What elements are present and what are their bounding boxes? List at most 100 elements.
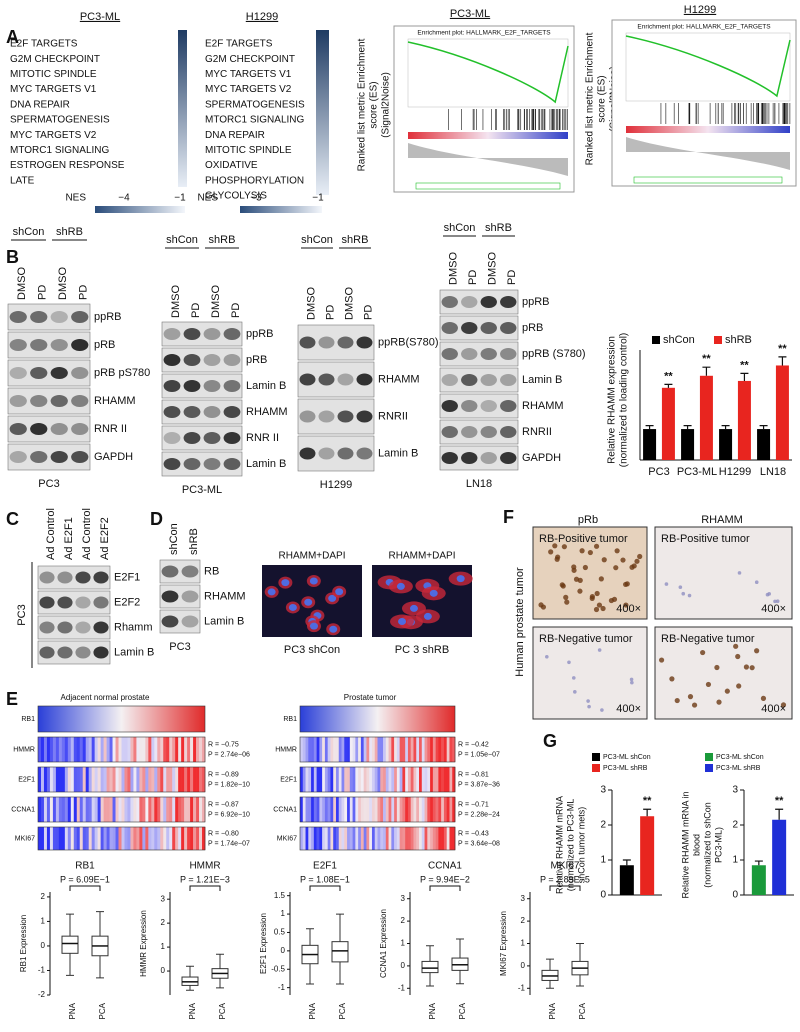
heatmap-cell — [82, 767, 87, 792]
heatmap-cell — [79, 767, 84, 792]
band-label: Rhamm — [114, 621, 153, 633]
heatmap-cell — [97, 767, 101, 792]
band-label: RNR II — [94, 423, 127, 435]
correlation: R = −0.87 — [208, 801, 239, 808]
gsea-ylabel: (Signal2Noise) — [381, 72, 392, 138]
x-tick-label: PCA — [458, 1002, 467, 1019]
heatmap-cell — [338, 827, 342, 850]
heatmap-cell — [97, 737, 101, 762]
heatmap-cell — [130, 767, 134, 792]
stained-nucleus — [691, 702, 698, 708]
blot-band — [299, 447, 316, 460]
stained-nucleus — [594, 590, 600, 597]
heatmap-cell — [366, 797, 370, 822]
y-axis-label: (normalized to PC3-ML — [565, 799, 575, 892]
heatmap-cell — [166, 797, 170, 822]
y-axis-label: PC3-ML) — [713, 827, 723, 863]
heatmap-cell — [366, 827, 370, 850]
heatmap-cell — [85, 737, 89, 762]
correlation: R = −0.81 — [458, 771, 489, 778]
bar — [661, 387, 675, 460]
gene-set: E2F TARGETS — [205, 39, 273, 50]
blot-band — [183, 406, 201, 418]
heatmap-cell — [319, 827, 323, 850]
stained-nucleus — [624, 581, 630, 587]
gene-set: MTORC1 SIGNALING — [10, 145, 109, 156]
p-value: P = 1.82e−10 — [208, 781, 250, 788]
gsea-rank-bar — [408, 132, 568, 139]
heatmap-cell — [385, 767, 389, 792]
stained-nucleus — [579, 548, 585, 554]
legend-label: shCon — [663, 334, 695, 346]
significance-label: ** — [778, 343, 787, 355]
heatmap-cell — [374, 827, 378, 850]
x-tick-label: PC3 — [648, 466, 669, 478]
bar — [699, 375, 713, 460]
heatmap-cell — [190, 767, 194, 792]
heatmap-cell — [369, 767, 373, 792]
panel-label: F — [503, 507, 514, 527]
blot-band — [356, 336, 373, 349]
group-label: shCon — [13, 226, 45, 238]
heatmap-cell — [88, 737, 92, 762]
heatmap-cell — [452, 827, 456, 850]
heatmap-cell — [452, 797, 456, 822]
heatmap-cell — [311, 737, 315, 762]
nucleus — [456, 575, 465, 583]
heatmap-cell — [360, 737, 364, 762]
blot-band — [9, 339, 27, 351]
heatmap-cell — [91, 737, 95, 762]
group-label: shRB — [485, 222, 512, 234]
boxplot-title: HMMR — [189, 861, 220, 872]
blot-band — [9, 311, 27, 323]
blot-band — [9, 451, 27, 463]
p-value: P = 6.09E−1 — [60, 874, 110, 884]
heatmap-cell — [333, 737, 337, 762]
heatmap-cell — [363, 767, 367, 792]
blot-band — [203, 406, 221, 418]
band-label: Lamin B — [378, 447, 418, 459]
heatmap-cell — [184, 737, 188, 762]
lane-label: PD — [362, 305, 374, 320]
panel-label: D — [150, 509, 163, 529]
y-axis-label: MKI67 Expression — [499, 911, 508, 976]
heatmap-cell — [427, 797, 431, 822]
heatmap-cell — [330, 797, 334, 822]
stained-nucleus — [749, 665, 755, 671]
lane-label: Ad E2F2 — [99, 517, 111, 560]
box — [331, 941, 349, 963]
heatmap-cell — [136, 767, 140, 792]
heatmap-cell — [154, 797, 158, 822]
heatmap-cell — [430, 797, 434, 822]
x-tick-label: PNA — [68, 1002, 77, 1019]
y-tick-label: 1 — [161, 942, 166, 951]
heatmap-cell — [435, 767, 439, 792]
heatmap-cell — [391, 767, 395, 792]
nucleus — [396, 582, 405, 590]
heatmap-cell — [199, 767, 203, 792]
heatmap-cell — [157, 827, 161, 850]
gene-label: CCNA1 — [11, 806, 35, 813]
y-tick-label: -1 — [398, 983, 406, 992]
ihc-image — [654, 626, 793, 720]
blot-band — [461, 322, 478, 334]
heatmap-cell — [118, 737, 122, 762]
lane-label: DMSO — [57, 267, 69, 300]
heatmap-cell — [407, 797, 412, 822]
heatmap-cell — [438, 797, 442, 822]
lane-label: PD — [190, 303, 202, 318]
heatmap-cell — [181, 737, 185, 762]
nucleus — [409, 604, 418, 612]
blot-band — [163, 406, 181, 418]
blot-band — [461, 426, 478, 438]
y-tick-label: 0 — [732, 890, 738, 901]
band-label: GAPDH — [94, 451, 133, 463]
heatmap-cell — [421, 797, 425, 822]
heatmap-cell — [366, 737, 370, 762]
heatmap-cell — [160, 767, 164, 792]
heatmap-cell — [333, 827, 337, 850]
heatmap-cell — [124, 737, 128, 762]
gsea-ylabel: score (ES) — [369, 81, 380, 128]
stained-nucleus — [545, 654, 549, 659]
heatmap-cell — [432, 827, 436, 850]
